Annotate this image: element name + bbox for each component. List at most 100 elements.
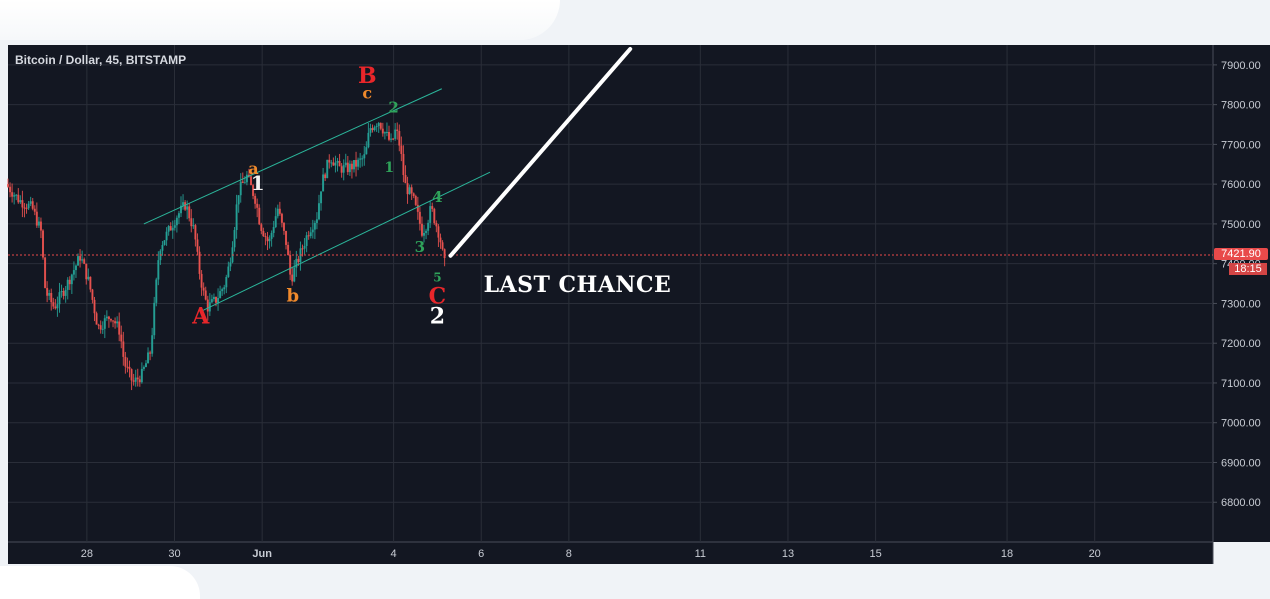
candle-body bbox=[377, 123, 380, 127]
candle-body bbox=[326, 159, 329, 179]
candle-body bbox=[420, 223, 423, 236]
candle-body bbox=[423, 232, 426, 236]
candle-body bbox=[114, 321, 117, 324]
candle-body bbox=[136, 377, 139, 380]
candle-body bbox=[91, 289, 94, 300]
candle-body bbox=[291, 274, 294, 282]
candle-body bbox=[33, 208, 36, 212]
candle-body bbox=[95, 313, 98, 325]
candle-body bbox=[352, 160, 355, 170]
wave-label: b bbox=[287, 285, 300, 306]
candle-body bbox=[311, 229, 314, 233]
price-tick-label: 7900.00 bbox=[1221, 60, 1261, 72]
candle-body bbox=[188, 206, 191, 219]
wave-label: 2 bbox=[430, 303, 445, 329]
candle-body bbox=[313, 222, 316, 230]
candle-body bbox=[264, 235, 267, 238]
candle-body bbox=[56, 304, 59, 309]
candle-body bbox=[348, 163, 351, 173]
price-tick-label: 7300.00 bbox=[1221, 298, 1261, 310]
chart-title: Bitcoin / Dollar, 45, BITSTAMP bbox=[15, 53, 187, 67]
price-tick-label: 7500.00 bbox=[1221, 219, 1261, 231]
candle-body bbox=[322, 174, 325, 192]
candle-body bbox=[198, 251, 201, 274]
price-tick-label: 7800.00 bbox=[1221, 100, 1261, 112]
candle-body bbox=[107, 316, 110, 320]
candle-body bbox=[217, 298, 220, 303]
candle-body bbox=[346, 162, 349, 173]
candle-body bbox=[126, 366, 129, 368]
price-tick-label: 7200.00 bbox=[1221, 338, 1261, 350]
candle-body bbox=[404, 175, 407, 184]
candle-body bbox=[101, 328, 104, 330]
candle-body bbox=[169, 226, 172, 231]
candle-body bbox=[435, 223, 438, 227]
candle-body bbox=[171, 227, 174, 231]
candle-body bbox=[307, 235, 310, 237]
price-tick-label: 7700.00 bbox=[1221, 139, 1261, 151]
time-tick-label: 18 bbox=[1001, 548, 1013, 560]
candle-body bbox=[132, 380, 135, 382]
candle-body bbox=[13, 195, 16, 197]
chart-background bbox=[8, 45, 1213, 542]
candle-body bbox=[338, 160, 341, 167]
time-tick-label: 15 bbox=[869, 548, 881, 560]
candle-body bbox=[425, 230, 428, 233]
candle-body bbox=[443, 249, 446, 259]
candle-body bbox=[25, 207, 28, 209]
blurred-header-area bbox=[0, 0, 560, 40]
candle-body bbox=[11, 192, 14, 197]
candle-body bbox=[74, 265, 77, 271]
candle-body bbox=[297, 258, 300, 263]
candle-body bbox=[223, 287, 226, 290]
candle-body bbox=[190, 218, 193, 227]
candle-body bbox=[68, 279, 71, 285]
wave-label: c bbox=[362, 84, 372, 103]
candle-body bbox=[274, 216, 277, 228]
candle-body bbox=[202, 287, 205, 291]
candle-body bbox=[144, 363, 147, 368]
candle-body bbox=[227, 266, 230, 277]
candle-body bbox=[429, 206, 432, 223]
candle-body bbox=[109, 319, 112, 321]
candle-body bbox=[184, 202, 187, 210]
candle-body bbox=[103, 318, 106, 329]
candle-body bbox=[147, 352, 150, 364]
candle-body bbox=[52, 302, 55, 307]
candle-body bbox=[250, 176, 253, 186]
candle-body bbox=[320, 191, 323, 204]
candle-body bbox=[130, 369, 133, 381]
wave-label: A bbox=[191, 303, 210, 329]
candle-body bbox=[359, 158, 362, 160]
candle-body bbox=[17, 194, 20, 203]
candle-body bbox=[50, 293, 53, 303]
candle-body bbox=[414, 196, 417, 205]
candle-body bbox=[293, 267, 296, 282]
candle-body bbox=[79, 256, 82, 261]
candle-body bbox=[229, 262, 232, 267]
candle-body bbox=[66, 279, 69, 290]
candle-body bbox=[375, 126, 378, 128]
candle-body bbox=[237, 195, 240, 205]
candle-body bbox=[342, 165, 345, 173]
candle-body bbox=[42, 230, 45, 258]
candle-body bbox=[99, 325, 102, 330]
candle-body bbox=[233, 230, 236, 248]
candle-body bbox=[416, 204, 419, 212]
candle-body bbox=[46, 287, 49, 296]
candle-body bbox=[270, 232, 273, 239]
candle-body bbox=[390, 138, 393, 140]
time-tick-label: 20 bbox=[1089, 548, 1101, 560]
candle-body bbox=[392, 138, 395, 140]
wave-label: a bbox=[248, 159, 258, 178]
candle-body bbox=[381, 128, 384, 134]
wave-label: 1 bbox=[251, 171, 265, 195]
candle-body bbox=[406, 183, 409, 195]
candle-body bbox=[29, 201, 32, 204]
wave-label: C bbox=[429, 283, 447, 309]
candle-body bbox=[97, 324, 100, 326]
candle-body bbox=[35, 211, 38, 226]
time-axis-background bbox=[8, 542, 1213, 564]
candle-body bbox=[142, 367, 145, 369]
